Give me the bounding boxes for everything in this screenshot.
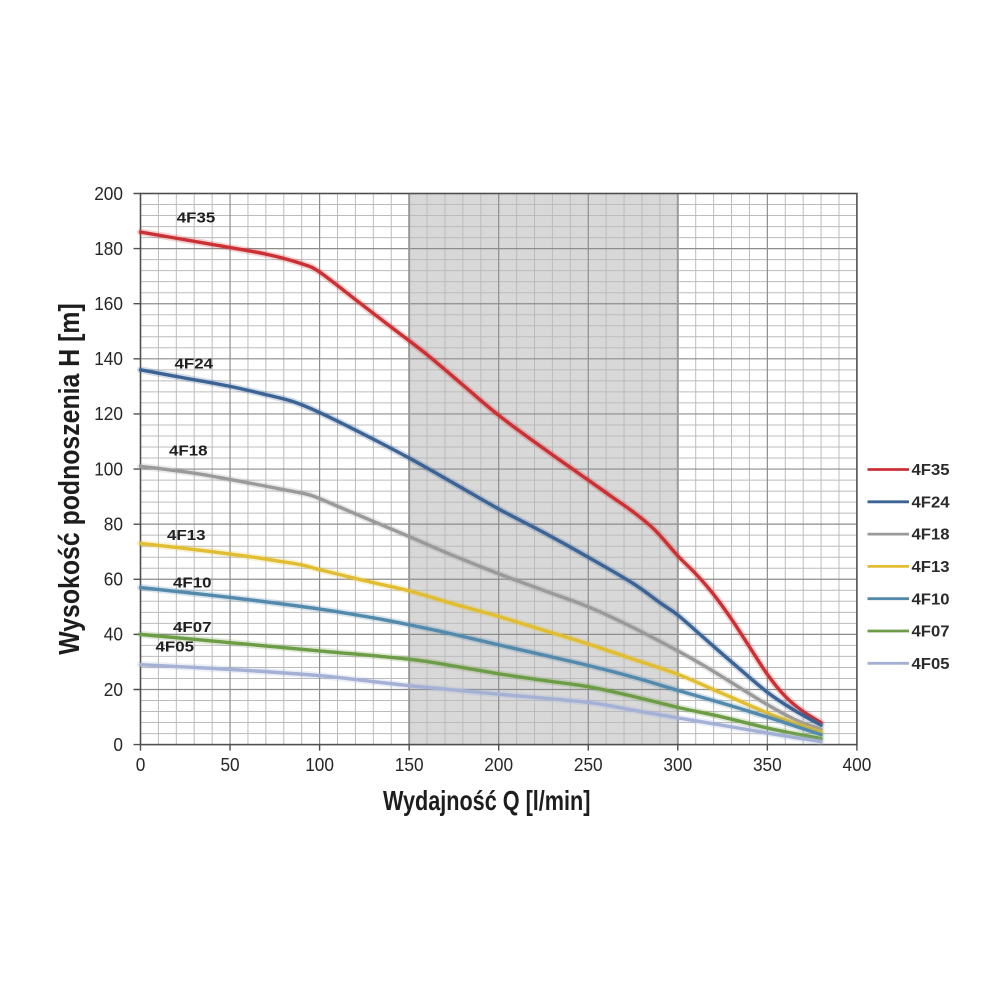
svg-text:160: 160 <box>94 293 123 314</box>
svg-text:0: 0 <box>113 734 123 755</box>
svg-text:4F13: 4F13 <box>167 527 206 544</box>
svg-text:4F35: 4F35 <box>912 462 950 479</box>
svg-text:40: 40 <box>104 624 123 645</box>
svg-text:400: 400 <box>843 754 872 775</box>
svg-text:4F13: 4F13 <box>912 559 950 576</box>
svg-text:100: 100 <box>94 458 123 479</box>
svg-text:150: 150 <box>395 754 424 775</box>
svg-text:50: 50 <box>220 754 239 775</box>
svg-text:4F18: 4F18 <box>912 527 950 544</box>
svg-text:250: 250 <box>574 754 603 775</box>
svg-text:4F07: 4F07 <box>173 619 212 636</box>
svg-text:120: 120 <box>94 403 123 424</box>
svg-text:140: 140 <box>94 348 123 369</box>
svg-text:200: 200 <box>94 183 123 204</box>
svg-text:4F18: 4F18 <box>169 443 208 460</box>
svg-text:4F24: 4F24 <box>912 494 950 511</box>
svg-text:4F07: 4F07 <box>912 624 950 641</box>
svg-text:80: 80 <box>104 513 123 534</box>
svg-text:4F10: 4F10 <box>912 591 950 608</box>
svg-text:60: 60 <box>104 569 123 590</box>
svg-text:200: 200 <box>484 754 513 775</box>
svg-text:Wydajność Q [l/min]: Wydajność Q [l/min] <box>383 785 591 816</box>
svg-text:4F24: 4F24 <box>175 356 214 373</box>
svg-text:180: 180 <box>94 238 123 259</box>
svg-text:Wysokość podnoszenia H [m]: Wysokość podnoszenia H [m] <box>54 303 86 655</box>
svg-text:4F05: 4F05 <box>156 639 195 656</box>
svg-text:4F10: 4F10 <box>173 575 212 592</box>
svg-text:20: 20 <box>104 679 123 700</box>
svg-text:300: 300 <box>663 754 692 775</box>
svg-text:4F05: 4F05 <box>912 656 950 673</box>
svg-text:4F35: 4F35 <box>177 210 216 227</box>
svg-text:100: 100 <box>305 754 334 775</box>
svg-text:350: 350 <box>753 754 782 775</box>
svg-text:0: 0 <box>136 754 146 775</box>
